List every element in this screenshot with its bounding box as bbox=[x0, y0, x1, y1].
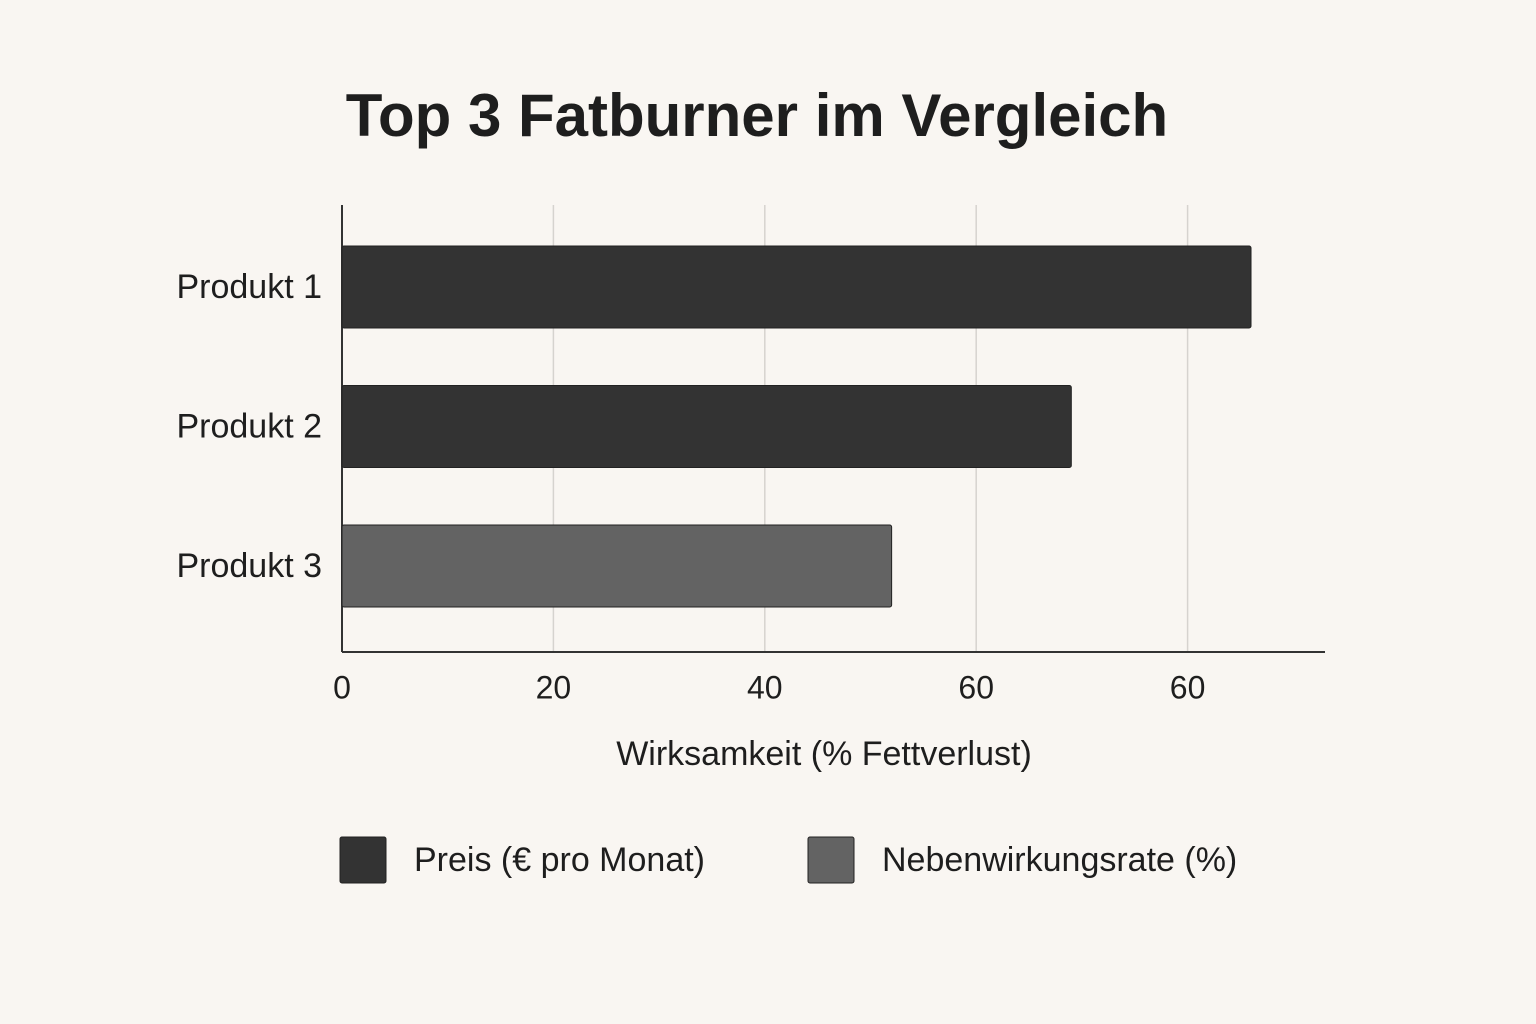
x-tick-label: 40 bbox=[747, 669, 783, 705]
y-tick-label: Produkt 3 bbox=[176, 547, 322, 585]
bar bbox=[341, 385, 1072, 468]
x-axis-label: Wirksamkeit (% Fettverlust) bbox=[616, 735, 1032, 773]
legend-swatch bbox=[807, 836, 855, 884]
x-tick-label: 20 bbox=[536, 669, 572, 705]
y-tick-label: Produkt 2 bbox=[176, 407, 322, 445]
x-tick-label: 60 bbox=[1170, 669, 1206, 705]
legend-swatch bbox=[339, 836, 387, 884]
x-tick-label: 60 bbox=[958, 669, 994, 705]
chart-title: Top 3 Fatburner im Vergleich bbox=[346, 82, 1168, 149]
y-tick-label: Produkt 1 bbox=[176, 268, 322, 306]
legend-label: Nebenwirkungsrate (%) bbox=[882, 841, 1237, 879]
bar bbox=[341, 245, 1252, 329]
bar bbox=[341, 524, 893, 608]
legend-label: Preis (€ pro Monat) bbox=[414, 841, 705, 879]
x-tick-label: 0 bbox=[333, 669, 351, 705]
